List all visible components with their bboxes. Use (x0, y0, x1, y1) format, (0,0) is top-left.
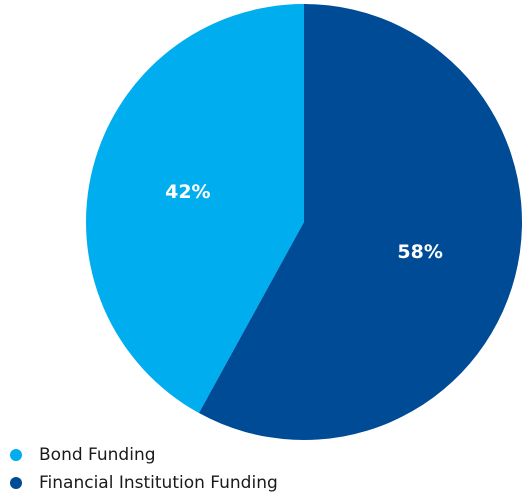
legend: Bond Funding Financial Institution Fundi… (10, 441, 278, 497)
pie-labels: 42% 58% (165, 181, 443, 263)
pie-label-financial-institution-funding: 58% (397, 241, 442, 263)
legend-label-bond-funding: Bond Funding (39, 445, 156, 465)
legend-item-financial-institution-funding: Financial Institution Funding (10, 469, 278, 497)
legend-label-financial-institution-funding: Financial Institution Funding (39, 473, 278, 493)
pie-slice-financial-institution-funding (198, 4, 522, 441)
pie-slices (86, 4, 522, 441)
legend-swatch-financial-institution-funding (10, 477, 22, 489)
pie-label-bond-funding: 42% (165, 181, 210, 203)
legend-swatch-bond-funding (10, 449, 22, 461)
pie-slice-bond-funding (86, 4, 304, 414)
legend-item-bond-funding: Bond Funding (10, 441, 278, 469)
